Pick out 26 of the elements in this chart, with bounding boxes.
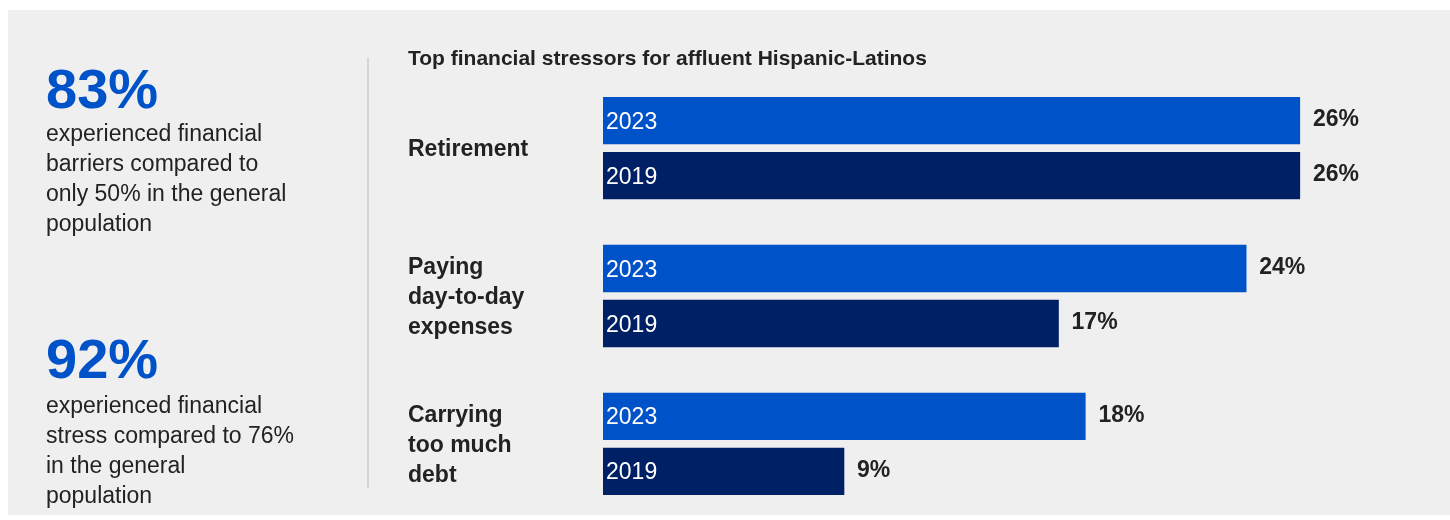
text: 92%: [46, 327, 159, 390]
text: experienced financial stress compared to 76% in the general population: [46, 392, 295, 508]
series-label: 2023: [606, 107, 658, 134]
data-label: 24%: [1259, 253, 1306, 280]
bar: [603, 96, 1301, 145]
series-label: 2019: [606, 162, 658, 189]
data-label: 17%: [1071, 308, 1118, 335]
text: experienced financial barriers compared to only 50% in the general population: [46, 120, 287, 236]
bar: [603, 244, 1247, 293]
chart-title: Top financial stressors for affluent Hispanic-Latinos: [408, 46, 927, 69]
data-label: 26%: [1312, 105, 1359, 132]
text: 2023: [606, 403, 658, 430]
y-tick-label: Carrying too much debt: [408, 401, 512, 487]
text: 2019: [606, 458, 658, 485]
y-tick-label: Paying day-to-day expenses: [408, 253, 525, 339]
bar: [603, 299, 1059, 348]
bar: [603, 447, 845, 496]
text: 2019: [606, 310, 658, 337]
bar: [603, 151, 1301, 200]
data-label: 18%: [1098, 401, 1145, 428]
text: 83%: [46, 57, 159, 120]
data-label: 26%: [1312, 160, 1359, 187]
text: 2023: [606, 255, 658, 282]
y-tick-label: Retirement: [408, 135, 529, 161]
bar: [603, 392, 1086, 441]
data-label: 9%: [857, 456, 891, 483]
